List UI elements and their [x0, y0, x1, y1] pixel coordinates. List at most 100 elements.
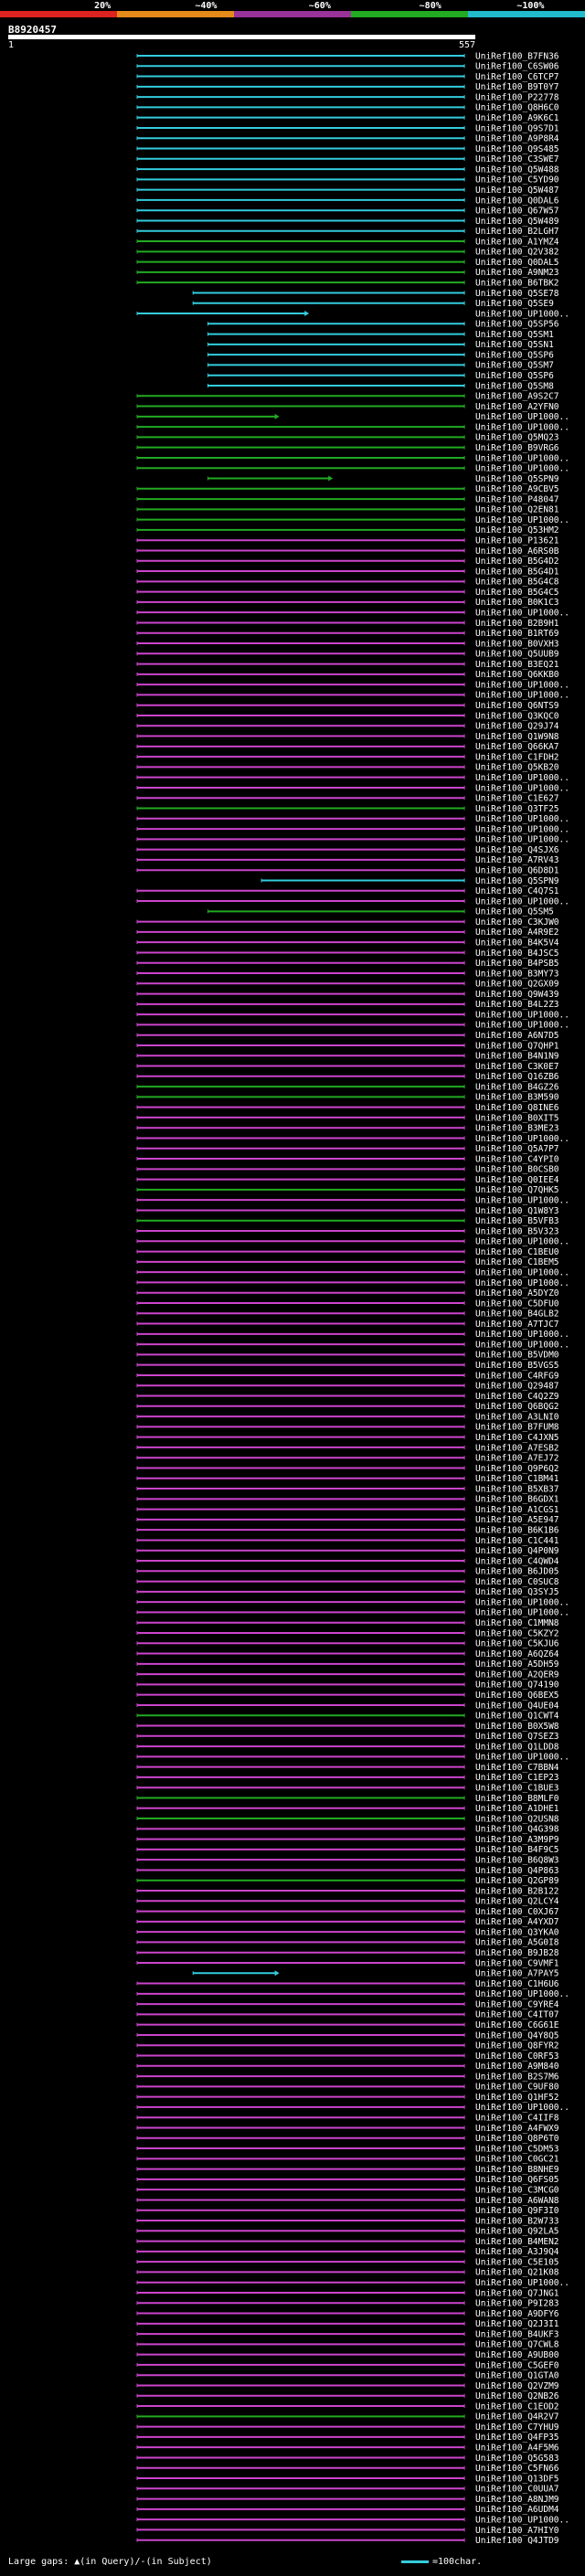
hit-label[interactable]: UniRef100_B3M590 [475, 1093, 559, 1103]
hit-label[interactable]: UniRef100_A8NJM9 [475, 2495, 559, 2505]
hit-label[interactable]: UniRef100_A9NM23 [475, 268, 559, 278]
hit-label[interactable]: UniRef100_B8MLF0 [475, 1794, 559, 1804]
hit-label[interactable]: UniRef100_A7PAY5 [475, 1969, 559, 1979]
hit-label[interactable]: UniRef100_Q2J3I1 [475, 2319, 559, 2329]
hit-label[interactable]: UniRef100_A5E947 [475, 1515, 559, 1525]
hit-label[interactable]: UniRef100_UP1000.. [475, 835, 569, 845]
hit-label[interactable]: UniRef100_C0XJ67 [475, 1907, 559, 1917]
hit-label[interactable]: UniRef100_Q29J74 [475, 722, 559, 732]
hit-label[interactable]: UniRef100_P48047 [475, 494, 559, 504]
hit-label[interactable]: UniRef100_A7HIY0 [475, 2526, 559, 2536]
hit-label[interactable]: UniRef100_A9S2C7 [475, 392, 559, 402]
hit-label[interactable]: UniRef100_Q2NB26 [475, 2391, 559, 2401]
hit-label[interactable]: UniRef100_Q4UE04 [475, 1701, 559, 1711]
hit-label[interactable]: UniRef100_C5YD90 [475, 175, 559, 186]
hit-label[interactable]: UniRef100_UP1000.. [475, 1237, 569, 1247]
hit-label[interactable]: UniRef100_UP1000.. [475, 453, 569, 463]
hit-label[interactable]: UniRef100_Q1GTA0 [475, 2371, 559, 2381]
hit-label[interactable]: UniRef100_Q0DAL6 [475, 196, 559, 206]
hit-label[interactable]: UniRef100_Q6NTS9 [475, 701, 559, 711]
hit-label[interactable]: UniRef100_B6GDX1 [475, 1495, 559, 1505]
hit-label[interactable]: UniRef100_Q4FP35 [475, 2433, 559, 2443]
hit-label[interactable]: UniRef100_B0K1C3 [475, 598, 559, 608]
hit-label[interactable]: UniRef100_UP1000.. [475, 1608, 569, 1618]
hit-label[interactable]: UniRef100_B1RT69 [475, 629, 559, 639]
hit-label[interactable]: UniRef100_C4RFG9 [475, 1371, 559, 1381]
hit-label[interactable]: UniRef100_Q5SP56 [475, 320, 559, 330]
hit-label[interactable]: UniRef100_Q5SPN9 [475, 474, 559, 484]
hit-label[interactable]: UniRef100_UP1000.. [475, 691, 569, 701]
hit-label[interactable]: UniRef100_Q21K08 [475, 2268, 559, 2278]
hit-label[interactable]: UniRef100_UP1000.. [475, 896, 569, 906]
hit-label[interactable]: UniRef100_Q6D8D1 [475, 866, 559, 876]
hit-label[interactable]: UniRef100_Q7SEZ3 [475, 1732, 559, 1742]
hit-label[interactable]: UniRef100_UP1000.. [475, 464, 569, 474]
hit-label[interactable]: UniRef100_Q2LCY4 [475, 1897, 559, 1907]
hit-label[interactable]: UniRef100_Q74190 [475, 1680, 559, 1691]
hit-label[interactable]: UniRef100_A7ESB2 [475, 1443, 559, 1453]
hit-label[interactable]: UniRef100_B4L2Z3 [475, 1000, 559, 1010]
hit-label[interactable]: UniRef100_Q5W487 [475, 186, 559, 196]
hit-label[interactable]: UniRef100_A7TJC7 [475, 1320, 559, 1330]
hit-label[interactable]: UniRef100_Q2USN8 [475, 1814, 559, 1824]
hit-label[interactable]: UniRef100_B5G4D1 [475, 567, 559, 577]
hit-label[interactable]: UniRef100_P22778 [475, 92, 559, 102]
hit-label[interactable]: UniRef100_Q4G398 [475, 1825, 559, 1835]
hit-label[interactable]: UniRef100_B4PSB5 [475, 959, 559, 969]
hit-label[interactable]: UniRef100_A5DYZ0 [475, 1288, 559, 1299]
hit-label[interactable]: UniRef100_Q2GX09 [475, 980, 559, 990]
hit-label[interactable]: UniRef100_B4UKF3 [475, 2329, 559, 2339]
hit-label[interactable]: UniRef100_Q5UUB9 [475, 650, 559, 660]
hit-label[interactable]: UniRef100_A2YFN0 [475, 402, 559, 412]
hit-label[interactable]: UniRef100_Q16ZB6 [475, 1072, 559, 1082]
hit-label[interactable]: UniRef100_UP1000.. [475, 1597, 569, 1607]
hit-label[interactable]: UniRef100_B5VFB3 [475, 1216, 559, 1226]
hit-label[interactable]: UniRef100_Q5SN1 [475, 340, 554, 350]
hit-label[interactable]: UniRef100_B4F9C5 [475, 1845, 559, 1855]
hit-label[interactable]: UniRef100_Q9W439 [475, 990, 559, 1000]
hit-label[interactable]: UniRef100_C1MMN8 [475, 1618, 559, 1628]
hit-label[interactable]: UniRef100_Q53HM2 [475, 525, 559, 535]
hit-label[interactable]: UniRef100_Q4JTD9 [475, 2536, 559, 2544]
hit-label[interactable]: UniRef100_C4YPI0 [475, 1154, 559, 1164]
hit-label[interactable]: UniRef100_C9YRE4 [475, 1999, 559, 2009]
hit-label[interactable]: UniRef100_Q92LA5 [475, 2227, 559, 2237]
hit-label[interactable]: UniRef100_B9VRG6 [475, 443, 559, 453]
hit-label[interactable]: UniRef100_C5FN66 [475, 2464, 559, 2474]
hit-label[interactable]: UniRef100_C3KJW0 [475, 917, 559, 928]
hit-label[interactable]: UniRef100_B6TBK2 [475, 279, 559, 289]
hit-label[interactable]: UniRef100_Q8INE6 [475, 1103, 559, 1113]
hit-label[interactable]: UniRef100_C4Q7S1 [475, 886, 559, 896]
hit-label[interactable]: UniRef100_Q5A7P7 [475, 1144, 559, 1154]
hit-label[interactable]: UniRef100_B3ME23 [475, 1124, 559, 1134]
hit-label[interactable]: UniRef100_A4F5M6 [475, 2443, 559, 2454]
hit-label[interactable]: UniRef100_Q6BQG2 [475, 1402, 559, 1412]
hit-label[interactable]: UniRef100_Q5SPN9 [475, 876, 559, 886]
hit-label[interactable]: UniRef100_A7EJ72 [475, 1454, 559, 1464]
hit-label[interactable]: UniRef100_C1H6U6 [475, 1979, 559, 1989]
hit-label[interactable]: UniRef100_C1EP23 [475, 1773, 559, 1783]
hit-label[interactable]: UniRef100_UP1000.. [475, 1753, 569, 1763]
hit-label[interactable]: UniRef100_C1E627 [475, 794, 559, 804]
hit-label[interactable]: UniRef100_B5XB37 [475, 1484, 559, 1494]
hit-label[interactable]: UniRef100_Q3TF25 [475, 804, 559, 814]
hit-label[interactable]: UniRef100_A6UDM4 [475, 2505, 559, 2515]
hit-label[interactable]: UniRef100_UP1000.. [475, 422, 569, 432]
hit-label[interactable]: UniRef100_B5G4C5 [475, 588, 559, 598]
hit-label[interactable]: UniRef100_UP1000.. [475, 1196, 569, 1206]
hit-label[interactable]: UniRef100_Q5G583 [475, 2454, 559, 2464]
hit-label[interactable]: UniRef100_Q5SM5 [475, 907, 554, 917]
hit-label[interactable]: UniRef100_C4Q2Z9 [475, 1392, 559, 1402]
hit-label[interactable]: UniRef100_Q0IEE4 [475, 1175, 559, 1185]
hit-label[interactable]: UniRef100_UP1000.. [475, 1134, 569, 1144]
hit-label[interactable]: UniRef100_Q1LDD8 [475, 1742, 559, 1752]
hit-label[interactable]: UniRef100_P9I283 [475, 2299, 559, 2309]
hit-label[interactable]: UniRef100_A1DHE1 [475, 1804, 559, 1814]
hit-label[interactable]: UniRef100_Q66KA7 [475, 742, 559, 752]
hit-label[interactable]: UniRef100_Q5SM1 [475, 330, 554, 340]
hit-label[interactable]: UniRef100_A9CBV5 [475, 484, 559, 494]
hit-label[interactable]: UniRef100_B5G4C8 [475, 578, 559, 588]
hit-label[interactable]: UniRef100_A6RS0B [475, 546, 559, 557]
hit-label[interactable]: UniRef100_Q4R2V7 [475, 2412, 559, 2422]
hit-label[interactable]: UniRef100_UP1000.. [475, 783, 569, 793]
